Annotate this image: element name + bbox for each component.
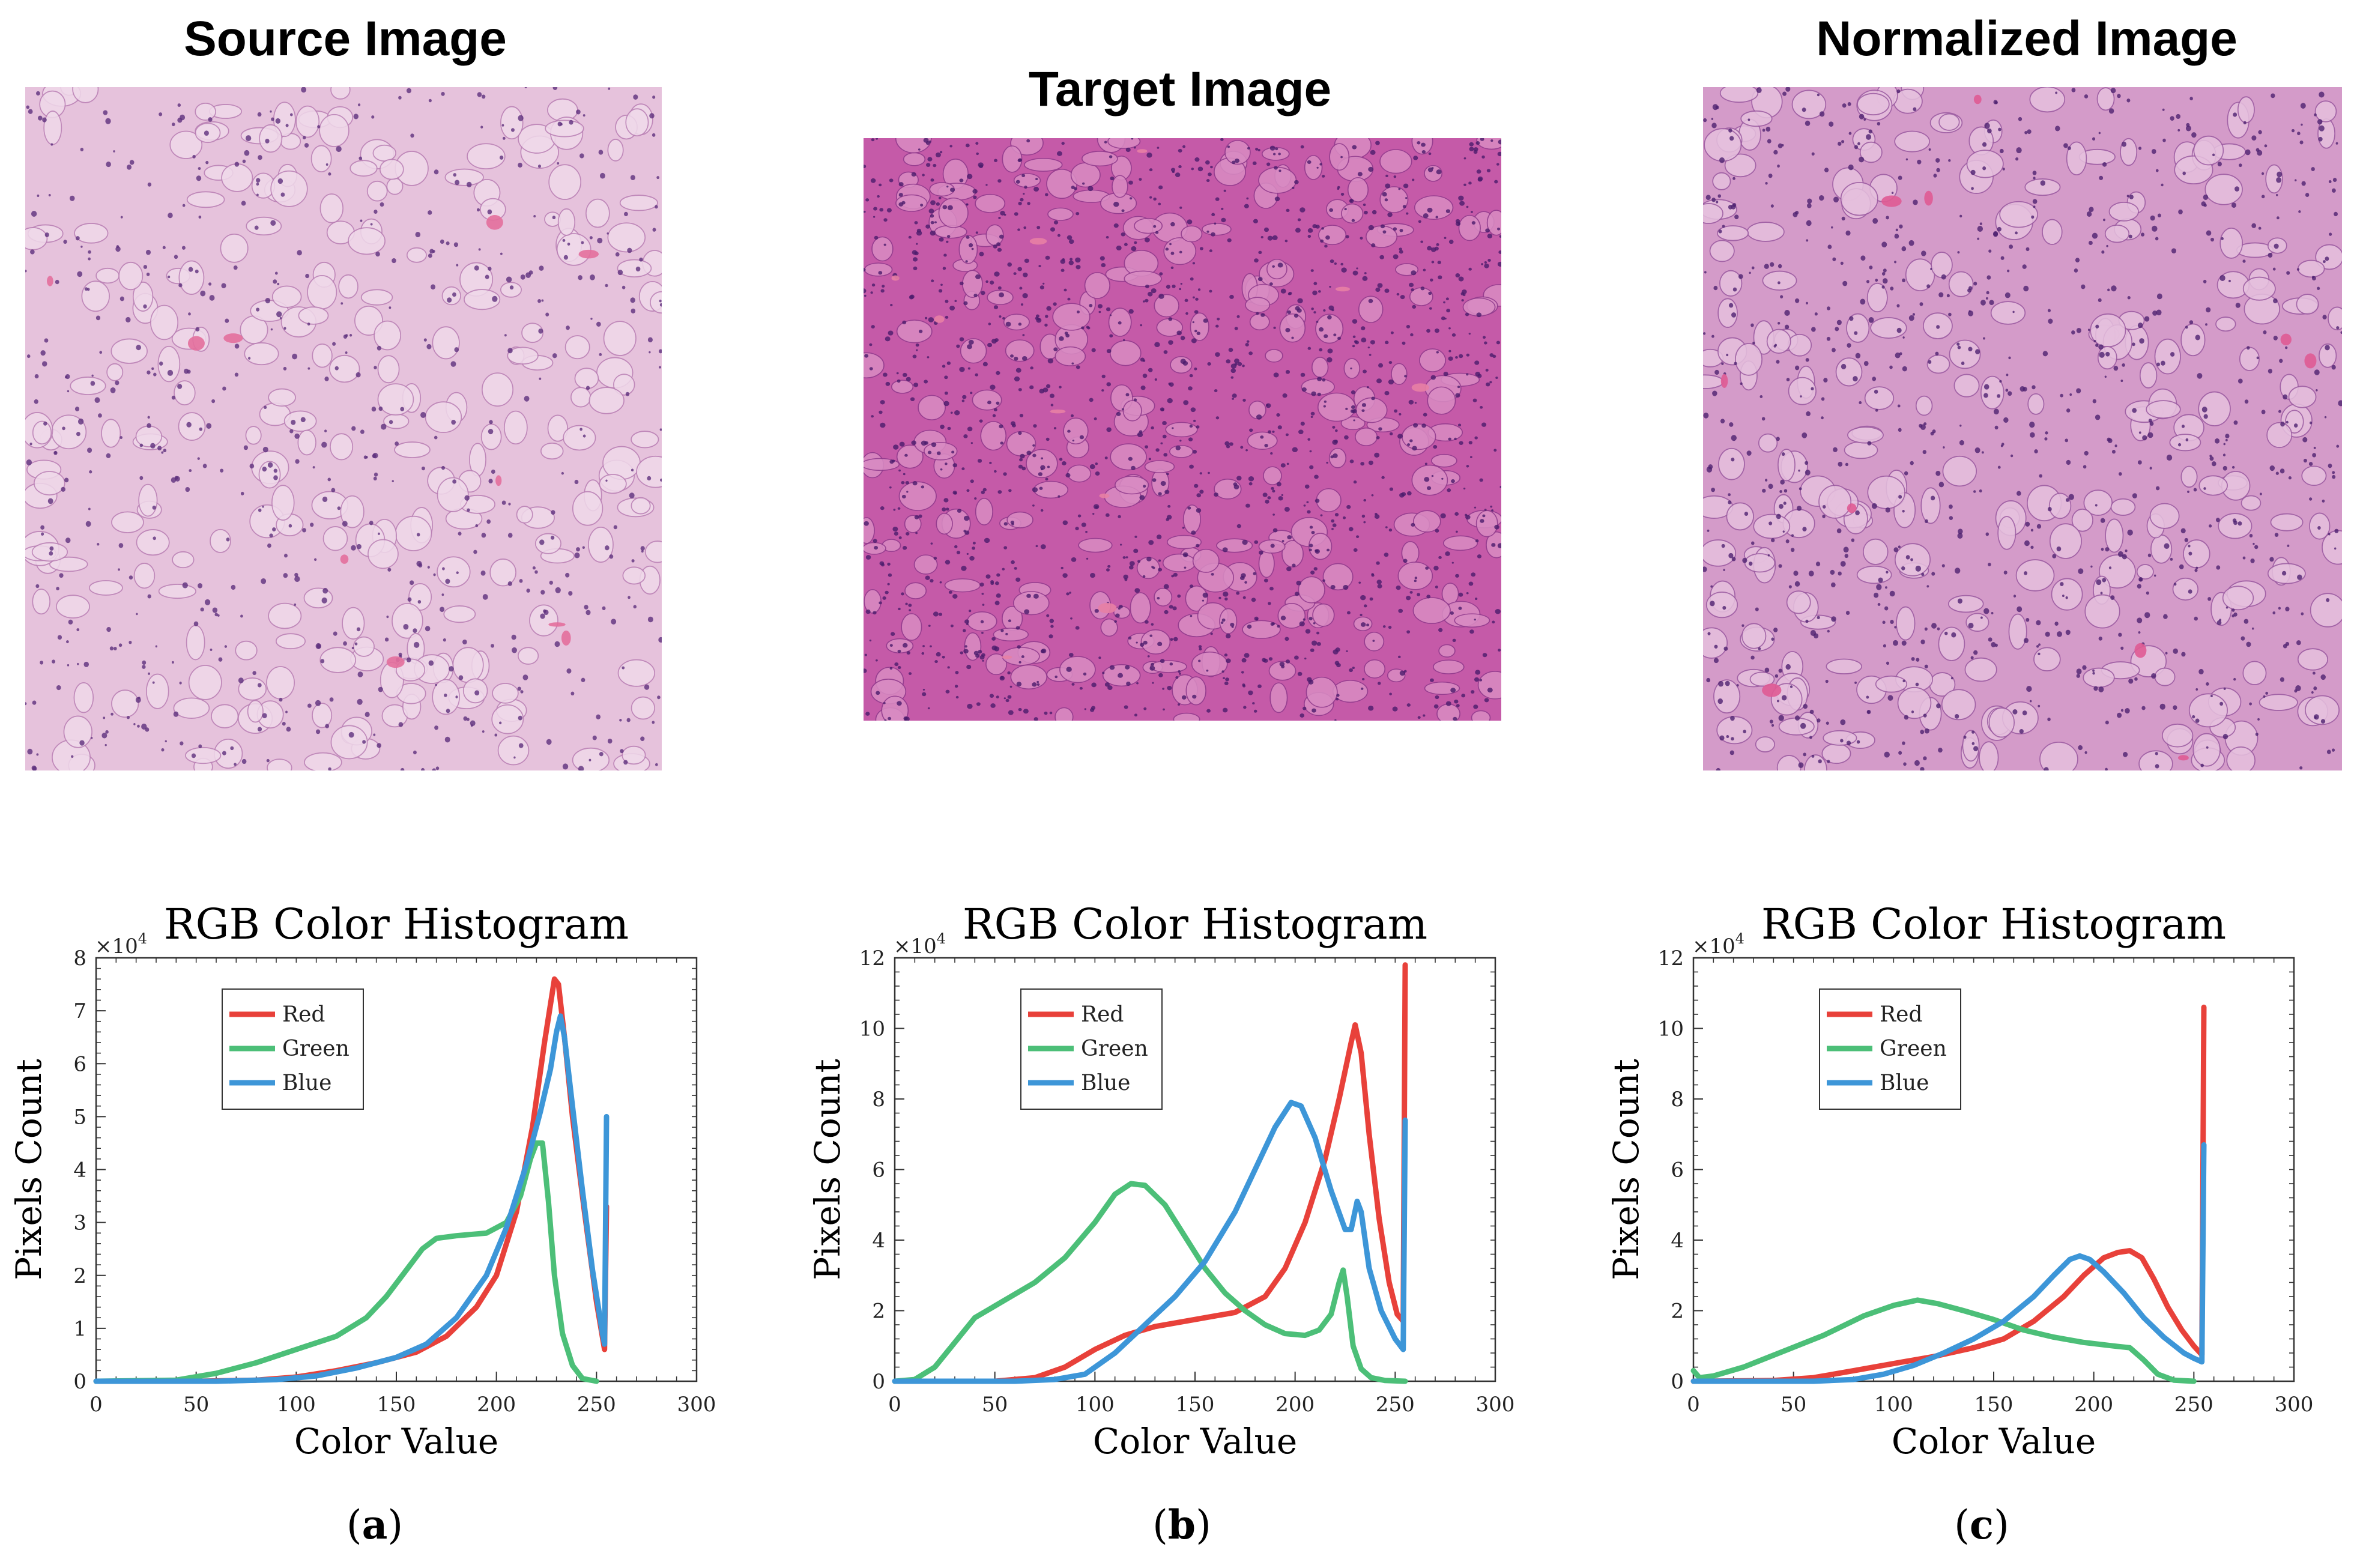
sub-label-b-close: ) bbox=[1196, 1502, 1211, 1548]
legend-label-blue: Blue bbox=[1081, 1071, 1130, 1095]
x-tick-label: 50 bbox=[183, 1393, 209, 1417]
series-line-green bbox=[1690, 1297, 2197, 1384]
legend-label-red: Red bbox=[1081, 1002, 1124, 1027]
series-line-blue bbox=[93, 1013, 610, 1384]
y-multiplier: ×104 bbox=[1692, 930, 1744, 958]
x-tick-label: 0 bbox=[89, 1393, 103, 1417]
legend-label-blue: Blue bbox=[1880, 1071, 1929, 1095]
y-tick-label: 3 bbox=[73, 1211, 86, 1235]
y-tick-label: 7 bbox=[73, 999, 86, 1023]
chart-title: RGB Color Histogram bbox=[1761, 900, 2226, 949]
series-line-red bbox=[1690, 1004, 2207, 1384]
y-tick-label: 2 bbox=[1671, 1300, 1684, 1324]
source-image bbox=[25, 87, 662, 770]
y-tick-label: 4 bbox=[1671, 1229, 1684, 1253]
y-tick-label: 6 bbox=[73, 1052, 86, 1076]
normalized-image bbox=[1703, 87, 2342, 770]
y-tick-label: 12 bbox=[859, 946, 885, 970]
y-tick-label: 6 bbox=[1671, 1158, 1684, 1182]
x-tick-label: 200 bbox=[1275, 1393, 1315, 1417]
chart-title: RGB Color Histogram bbox=[164, 900, 629, 949]
sub-label-b-letter: b bbox=[1167, 1501, 1196, 1548]
sub-label-c-close: ) bbox=[1994, 1502, 2009, 1548]
legend-label-red: Red bbox=[1880, 1002, 1922, 1027]
y-tick-label: 8 bbox=[872, 1088, 885, 1112]
sub-label-b: (b) bbox=[1122, 1501, 1242, 1548]
legend-label-green: Green bbox=[282, 1037, 349, 1061]
y-axis-label: Pixels Count bbox=[1606, 1059, 1647, 1280]
y-tick-label: 0 bbox=[872, 1370, 885, 1394]
series-line-blue bbox=[892, 1100, 1408, 1384]
x-tick-label: 0 bbox=[888, 1393, 901, 1417]
x-tick-label: 50 bbox=[982, 1393, 1008, 1417]
x-tick-label: 100 bbox=[277, 1393, 316, 1417]
legend-label-green: Green bbox=[1081, 1037, 1148, 1061]
x-tick-label: 150 bbox=[1176, 1393, 1215, 1417]
x-tick-label: 100 bbox=[1874, 1393, 1913, 1417]
x-tick-label: 200 bbox=[477, 1393, 516, 1417]
series-line-green bbox=[892, 1181, 1408, 1384]
y-tick-label: 4 bbox=[73, 1158, 86, 1182]
y-axis-label: Pixels Count bbox=[8, 1059, 49, 1280]
normalized-image-title: Normalized Image bbox=[1816, 11, 2237, 66]
y-tick-label: 4 bbox=[872, 1229, 885, 1253]
source-tissue-texture bbox=[25, 87, 662, 770]
y-multiplier: ×104 bbox=[95, 930, 147, 958]
source-image-title: Source Image bbox=[184, 11, 507, 66]
normalized-tissue-texture bbox=[1703, 87, 2342, 770]
sub-label-c-letter: c bbox=[1969, 1501, 1994, 1548]
chart-title: RGB Color Histogram bbox=[963, 900, 1427, 949]
legend-label-green: Green bbox=[1880, 1037, 1947, 1061]
x-tick-label: 50 bbox=[1781, 1393, 1806, 1417]
target-image bbox=[864, 138, 1501, 721]
y-tick-label: 10 bbox=[859, 1017, 885, 1041]
y-multiplier: ×104 bbox=[894, 930, 946, 958]
x-tick-label: 300 bbox=[2275, 1393, 2314, 1417]
sub-label-a-close: ) bbox=[387, 1502, 404, 1548]
x-tick-label: 150 bbox=[377, 1393, 416, 1417]
y-tick-label: 12 bbox=[1658, 946, 1684, 970]
y-tick-label: 8 bbox=[73, 946, 86, 970]
x-tick-label: 250 bbox=[2174, 1393, 2213, 1417]
y-tick-label: 0 bbox=[1671, 1370, 1684, 1394]
x-tick-label: 100 bbox=[1076, 1393, 1115, 1417]
y-tick-label: 1 bbox=[73, 1317, 86, 1341]
series-line-red bbox=[892, 962, 1408, 1384]
sub-label-c-open: ( bbox=[1954, 1502, 1970, 1548]
y-tick-label: 8 bbox=[1671, 1088, 1684, 1112]
x-tick-label: 250 bbox=[577, 1393, 616, 1417]
x-axis-label: Color Value bbox=[1093, 1421, 1297, 1462]
sub-label-a-letter: a bbox=[362, 1501, 388, 1548]
y-tick-label: 5 bbox=[73, 1105, 86, 1129]
series-line-blue bbox=[1690, 1142, 2207, 1384]
x-tick-label: 0 bbox=[1687, 1393, 1700, 1417]
target-image-title: Target Image bbox=[1028, 62, 1332, 117]
x-axis-label: Color Value bbox=[294, 1421, 498, 1462]
legend-label-red: Red bbox=[282, 1002, 325, 1027]
x-tick-label: 200 bbox=[2074, 1393, 2113, 1417]
y-tick-label: 10 bbox=[1658, 1017, 1684, 1041]
y-tick-label: 2 bbox=[73, 1264, 86, 1288]
sub-label-a-open: ( bbox=[346, 1502, 362, 1548]
y-tick-label: 0 bbox=[73, 1370, 86, 1394]
y-tick-label: 2 bbox=[872, 1300, 885, 1324]
y-axis-label: Pixels Count bbox=[807, 1059, 848, 1280]
x-tick-label: 300 bbox=[1476, 1393, 1515, 1417]
x-tick-label: 250 bbox=[1376, 1393, 1415, 1417]
legend-label-blue: Blue bbox=[282, 1071, 331, 1095]
sub-label-a: (a) bbox=[315, 1501, 435, 1548]
x-tick-label: 150 bbox=[1974, 1393, 2014, 1417]
y-tick-label: 6 bbox=[872, 1158, 885, 1182]
target-tissue-texture bbox=[864, 138, 1501, 721]
sub-label-c: (c) bbox=[1922, 1501, 2042, 1548]
sub-label-b-open: ( bbox=[1152, 1502, 1168, 1548]
x-axis-label: Color Value bbox=[1892, 1421, 2096, 1462]
x-tick-label: 300 bbox=[677, 1393, 716, 1417]
series-line-green bbox=[93, 1140, 599, 1384]
